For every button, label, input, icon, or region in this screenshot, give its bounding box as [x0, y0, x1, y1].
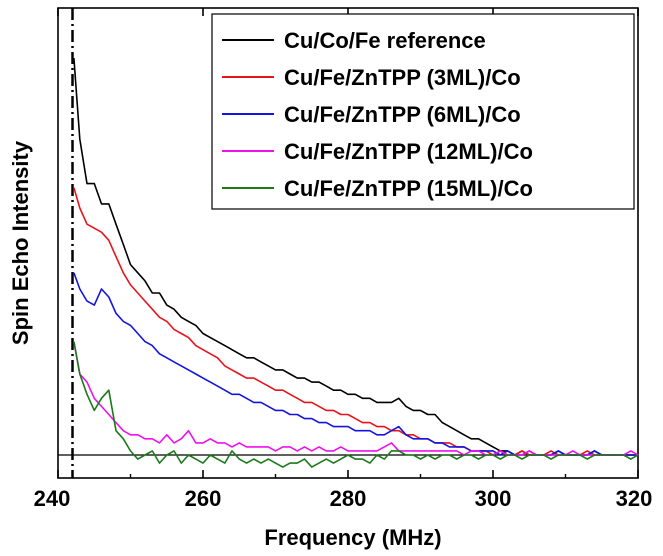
x-ticks — [57, 8, 639, 478]
legend-label-2: Cu/Fe/ZnTPP (3ML)/Co — [284, 65, 521, 90]
x-tick-label-240: 240 — [34, 486, 71, 511]
series-line-5 — [73, 341, 639, 468]
series-lines — [73, 58, 639, 468]
legend-entry-5: Cu/Fe/ZnTPP (15ML)/Co — [222, 176, 533, 201]
legend-label-4: Cu/Fe/ZnTPP (12ML)/Co — [284, 139, 533, 164]
series-line-4 — [73, 341, 639, 456]
legend-entry-1: Cu/Co/Fe reference — [222, 28, 486, 53]
y-axis-label: Spin Echo Intensity — [8, 140, 33, 345]
legend-entry-3: Cu/Fe/ZnTPP (6ML)/Co — [222, 102, 521, 127]
x-tick-label-320: 320 — [616, 486, 653, 511]
legend-box — [211, 13, 635, 210]
legend-label-3: Cu/Fe/ZnTPP (6ML)/Co — [284, 102, 521, 127]
series-line-3 — [73, 272, 638, 456]
legend-entry-2: Cu/Fe/ZnTPP (3ML)/Co — [222, 65, 521, 90]
x-tick-labels: 240 260 280 300 320 — [34, 486, 653, 511]
legend: Cu/Co/Fe reference Cu/Fe/ZnTPP (3ML)/Co Cu… — [211, 13, 635, 210]
legend-items: Cu/Co/Fe reference Cu/Fe/ZnTPP (3ML)/Co Cu… — [222, 28, 533, 201]
legend-label-1: Cu/Co/Fe reference — [284, 28, 486, 53]
x-tick-label-260: 260 — [185, 486, 222, 511]
x-tick-label-280: 280 — [330, 486, 367, 511]
x-tick-label-300: 300 — [475, 486, 512, 511]
legend-label-5: Cu/Fe/ZnTPP (15ML)/Co — [284, 176, 533, 201]
series-line-2 — [73, 187, 638, 456]
plot-area — [57, 7, 639, 479]
legend-entry-4: Cu/Fe/ZnTPP (12ML)/Co — [222, 139, 533, 164]
x-axis-label: Frequency (MHz) — [264, 525, 441, 550]
